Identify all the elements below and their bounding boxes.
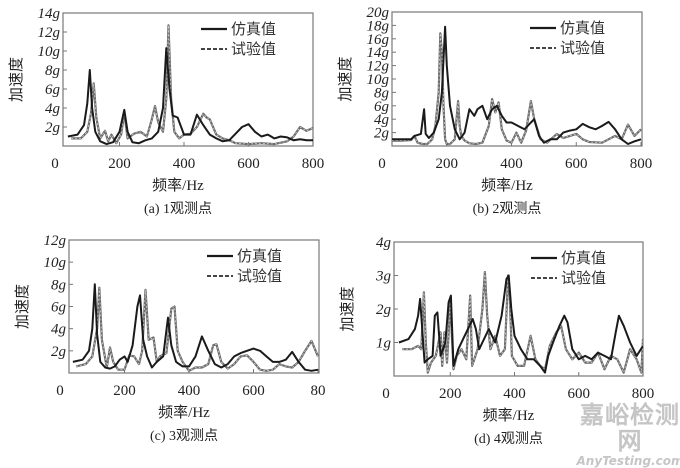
y-tick-label: 6g [51,300,67,316]
x-tick-label: 600 [568,386,591,402]
series-sim-line [72,283,319,372]
y-tick-label: 10g [367,72,390,88]
x-tick-label: 400 [500,156,523,172]
y-tick-label: 4g [45,101,61,117]
y-tick-label: 8g [51,277,67,293]
panel-caption-c: (c) 3观测点 [150,428,218,444]
x-tick-label: 0 [51,156,59,172]
x-tick-label: 800 [632,386,655,402]
legend-test-label: 试验值 [561,270,606,287]
y-tick-label: 20g [367,5,390,21]
y-tick-label: 14g [38,6,61,22]
x-axis-title: 频率/Hz [481,177,533,194]
watermark-cn: 嘉峪检测网 [580,401,680,455]
y-axis-title: 加速度 [339,286,356,331]
x-tick-label: 200 [439,386,462,402]
y-tick-label: 10g [38,44,61,60]
y-tick-label: 1g [376,336,392,352]
y-tick-label: 14g [367,45,390,61]
panel-caption-a: (a) 1观测点 [144,201,212,217]
series-sim-line [67,47,313,146]
y-axis-title: 加速度 [8,57,25,102]
series-test-dash [76,287,319,372]
series-test-dash [402,272,643,374]
y-tick-label: 2g [51,344,67,360]
x-tick-label: 400 [173,156,196,172]
y-tick-label: 10g [44,255,67,271]
x-tick-label: 0 [382,386,390,402]
plot-frame [62,12,314,147]
y-tick-label: 16g [367,32,390,48]
legend-sim-label: 仿真值 [237,247,282,265]
legend-test-label: 试验值 [231,41,276,58]
panel-caption-d: (d) 4观测点 [474,431,543,447]
x-axis-title: 频率/Hz [483,407,535,424]
y-tick-label: 18g [367,18,390,34]
series-sim-line [392,25,642,145]
y-tick-label: 8g [374,85,390,101]
series-sim-line [398,274,643,374]
x-tick-label: 600 [237,156,260,172]
legend-sim-label: 仿真值 [231,20,276,38]
y-axis-title: 加速度 [337,56,354,101]
x-tick-label: 800 [302,156,325,172]
watermark-en: AnyTesting.com [576,454,680,468]
y-tick-label: 6g [45,82,61,98]
x-tick-label: 400 [178,383,201,399]
y-tick-label: 2g [376,302,392,318]
y-tick-label: 4g [51,322,67,338]
y-tick-label: 12g [44,233,67,249]
legend-sim-label: 仿真值 [561,249,606,267]
legend-test-label: 试验值 [237,268,282,285]
y-tick-label: 2g [374,126,390,142]
y-tick-label: 4g [374,112,390,128]
legend-test-label: 试验值 [560,40,605,57]
x-tick-label: 800 [630,156,653,172]
x-tick-label: 600 [242,383,265,399]
y-tick-label: 12g [367,59,390,75]
y-tick-label: 4g [376,235,392,251]
x-axis-title: 频率/Hz [152,177,204,194]
x-tick-label: 200 [113,383,136,399]
chart-panel-c: 2g 4g 6g 8g 10g 12g 0 200 400 600 80 仿真值试验值加速度频率/Hz… [14,233,326,444]
x-tick-label: 400 [503,386,526,402]
x-tick-label: 200 [108,156,131,172]
y-axis-title: 加速度 [14,284,31,329]
chart-panel-a: 2g 4g 6g 8g 10g 12g 14g 0 200 400 600 800 仿真值试验值加速度频… [8,6,325,217]
panel-caption-b: (b) 2观测点 [473,201,542,217]
y-tick-label: 12g [38,25,61,41]
y-tick-label: 8g [45,63,61,79]
y-tick-label: 3g [375,269,392,285]
x-tick-label: 200 [436,156,459,172]
x-tick-label: 0 [378,156,386,172]
x-tick-label: 0 [56,383,64,399]
x-axis-title: 频率/Hz [158,404,210,421]
y-tick-label: 2g [45,120,61,136]
watermark: 嘉峪检测网 AnyTesting.com [575,402,680,468]
legend-sim-label: 仿真值 [560,19,605,37]
y-tick-label: 6g [374,99,390,115]
x-tick-label: 600 [565,156,588,172]
x-tick-label: 80 [311,383,326,399]
